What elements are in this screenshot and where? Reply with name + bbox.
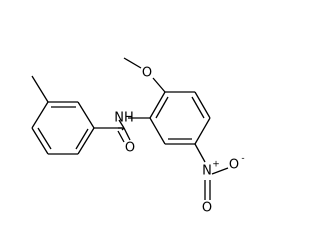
charge-label: - xyxy=(241,154,244,164)
bond xyxy=(149,91,166,119)
bond xyxy=(123,57,142,69)
atom-label: NH xyxy=(114,111,134,126)
atom-label: N xyxy=(202,164,212,179)
bond xyxy=(152,77,166,93)
atom-label: O xyxy=(229,158,239,173)
bond xyxy=(194,143,206,163)
atom-label: O xyxy=(125,141,135,156)
bond xyxy=(118,119,125,129)
bond xyxy=(117,130,125,143)
bond xyxy=(31,75,49,103)
bond-inner xyxy=(37,127,52,150)
atom-labels: O NH O N + O - O xyxy=(114,66,244,216)
bond xyxy=(149,117,166,145)
bond xyxy=(123,127,131,141)
atom-label: O xyxy=(202,201,212,216)
bond xyxy=(211,167,229,175)
bond xyxy=(194,91,211,119)
bond-inner xyxy=(75,128,89,150)
bonds xyxy=(31,57,229,200)
bond xyxy=(31,127,49,155)
bond xyxy=(77,101,95,129)
bond xyxy=(194,117,211,145)
charge-label: + xyxy=(212,160,220,170)
bond xyxy=(77,127,95,155)
atom-label: O xyxy=(142,66,152,81)
bond-inner xyxy=(191,96,205,119)
bond xyxy=(31,101,49,129)
bond-inner xyxy=(155,96,169,119)
molecule: O NH O N + O - O xyxy=(31,57,245,216)
page: O NH O N + O - O (() => { const data = J… xyxy=(31,57,245,216)
